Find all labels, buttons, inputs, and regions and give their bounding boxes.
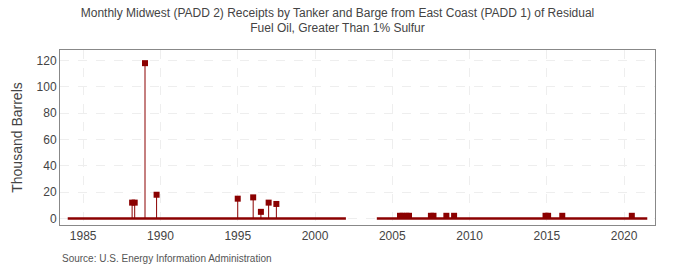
svg-text:80: 80: [43, 106, 57, 120]
svg-text:2015: 2015: [533, 229, 560, 243]
svg-text:1985: 1985: [70, 229, 97, 243]
svg-text:2020: 2020: [611, 229, 638, 243]
svg-text:2005: 2005: [379, 229, 406, 243]
svg-text:1990: 1990: [147, 229, 174, 243]
svg-text:100: 100: [37, 80, 57, 94]
svg-text:20: 20: [43, 185, 57, 199]
svg-text:2010: 2010: [456, 229, 483, 243]
svg-text:40: 40: [43, 159, 57, 173]
svg-text:Thousand Barrels: Thousand Barrels: [9, 82, 25, 193]
svg-text:0: 0: [50, 212, 57, 226]
svg-text:1995: 1995: [224, 229, 251, 243]
svg-text:60: 60: [43, 133, 57, 147]
svg-text:Source: U.S. Energy Informatio: Source: U.S. Energy Information Administ…: [62, 253, 272, 264]
svg-text:Monthly Midwest (PADD 2) Recei: Monthly Midwest (PADD 2) Receipts by Tan…: [81, 6, 595, 36]
svg-text:2000: 2000: [302, 229, 329, 243]
svg-text:120: 120: [37, 54, 57, 68]
